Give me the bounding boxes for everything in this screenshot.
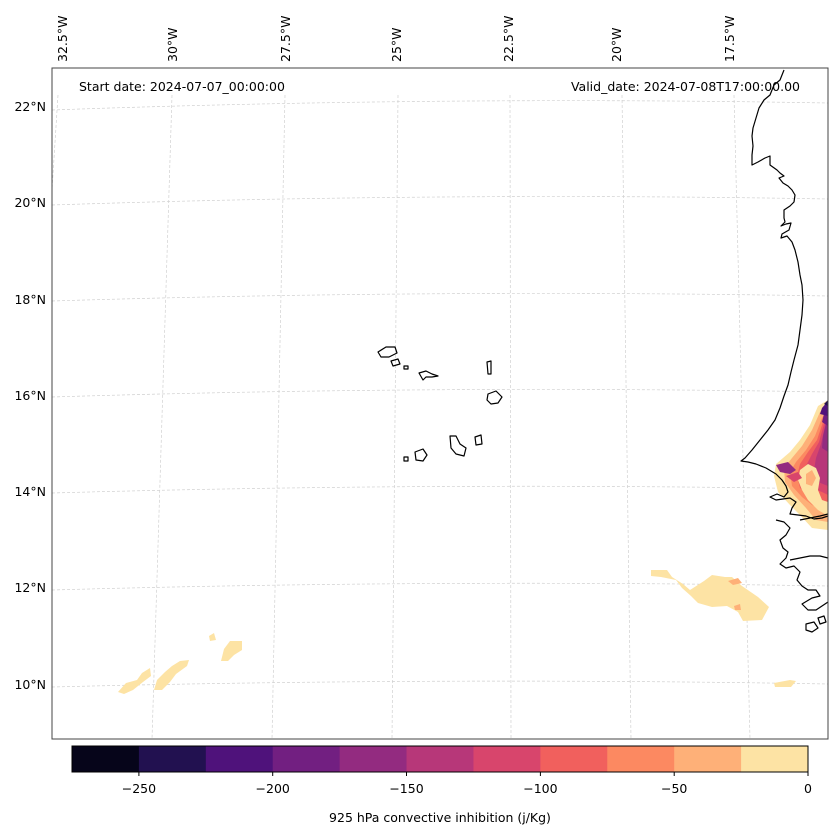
colorbar-cell-5 <box>406 746 474 772</box>
colorbar-tick-50: −50 <box>661 781 687 796</box>
cin-patch-west-africa-core <box>728 578 742 585</box>
colorbar-frame <box>71 745 809 773</box>
cin-patch-southwest-4 <box>221 641 242 661</box>
island-boa-vista <box>486 390 503 405</box>
cape-verde-islands <box>377 346 503 462</box>
lon-label-17-5w: 17.5°W <box>722 16 737 62</box>
lat-label-12n: 12°N <box>14 580 46 595</box>
africa-coastline <box>740 69 829 520</box>
lat-label-18n: 18°N <box>14 292 46 307</box>
africa-coastline-south <box>775 519 829 611</box>
coast-gambia <box>789 555 829 561</box>
colorbar-tick-150: −150 <box>389 781 423 796</box>
lon-label-30w: 30°W <box>165 27 180 62</box>
cin-contours <box>118 400 828 694</box>
africa-inland <box>799 513 829 521</box>
island-santo-antao <box>377 346 398 358</box>
longitude-labels: 32.5°W 30°W 27.5°W 25°W 22.5°W 20°W 17.5… <box>55 16 737 62</box>
island-maio <box>474 434 483 446</box>
start-date-label: Start date: 2024-07-07_00:00:00 <box>79 79 285 94</box>
cin-patch-southwest-1 <box>118 668 151 694</box>
colorbar-cell-8 <box>607 746 675 772</box>
lon-label-22-5w: 22.5°W <box>501 16 516 62</box>
island-brava <box>403 456 409 462</box>
colorbar: −250 −200 −150 −100 −50 0 925 hPa convec… <box>71 745 812 825</box>
cin-strip-red <box>786 472 802 482</box>
graticule <box>51 94 829 740</box>
colorbar-tick-100: −100 <box>523 781 557 796</box>
island-fogo <box>414 448 428 462</box>
cin-band-250 <box>824 400 828 406</box>
colorbar-tick-0: 0 <box>804 781 812 796</box>
cin-patch-west-africa-core2 <box>734 604 741 610</box>
lat-label-14n: 14°N <box>14 484 46 499</box>
colorbar-tick-200: −200 <box>256 781 290 796</box>
cin-patch-southwest-2 <box>154 660 189 690</box>
cin-strip-purple <box>776 462 796 474</box>
colorbar-cells <box>72 746 809 772</box>
colorbar-cell-10 <box>741 746 809 772</box>
island-sal <box>486 360 492 375</box>
island-santa-luzia <box>403 365 409 370</box>
coastlines <box>740 69 829 633</box>
bijagos-1 <box>805 621 819 633</box>
cin-patch-southwest-3 <box>209 633 216 641</box>
colorbar-cell-7 <box>540 746 608 772</box>
island-santiago <box>449 435 467 457</box>
cin-inner-core <box>798 464 828 516</box>
colorbar-cell-9 <box>674 746 742 772</box>
lat-label-16n: 16°N <box>14 388 46 403</box>
lat-label-22n: 22°N <box>14 99 46 114</box>
colorbar-cell-2 <box>205 746 274 772</box>
lon-label-25w: 25°W <box>389 27 404 62</box>
colorbar-title: 925 hPa convective inhibition (j/Kg) <box>329 810 551 825</box>
valid-date-label: Valid_date: 2024-07-08T17:00:00.00 <box>571 79 800 94</box>
colorbar-cell-6 <box>473 746 541 772</box>
island-sao-nicolau <box>418 370 439 381</box>
lon-label-27-5w: 27.5°W <box>278 16 293 62</box>
lat-label-10n: 10°N <box>14 677 46 692</box>
colorbar-cell-0 <box>72 746 140 772</box>
colorbar-cell-4 <box>339 746 408 772</box>
colorbar-ticks: −250 −200 −150 −100 −50 0 <box>122 772 812 796</box>
cin-patch-south <box>774 680 796 687</box>
island-sao-vicente <box>390 358 401 367</box>
bijagos-2 <box>817 615 827 625</box>
latitude-labels: 22°N 20°N 18°N 16°N 14°N 12°N 10°N <box>14 99 46 692</box>
lon-label-20w: 20°W <box>609 27 624 62</box>
colorbar-cell-3 <box>272 746 341 772</box>
map-panel: Start date: 2024-07-07_00:00:00 Valid_da… <box>51 67 829 740</box>
cin-inner-core2 <box>806 470 816 486</box>
colorbar-tick-250: −250 <box>122 781 156 796</box>
lat-label-20n: 20°N <box>14 195 46 210</box>
lon-label-32-5w: 32.5°W <box>55 16 70 62</box>
colorbar-cell-1 <box>138 746 207 772</box>
